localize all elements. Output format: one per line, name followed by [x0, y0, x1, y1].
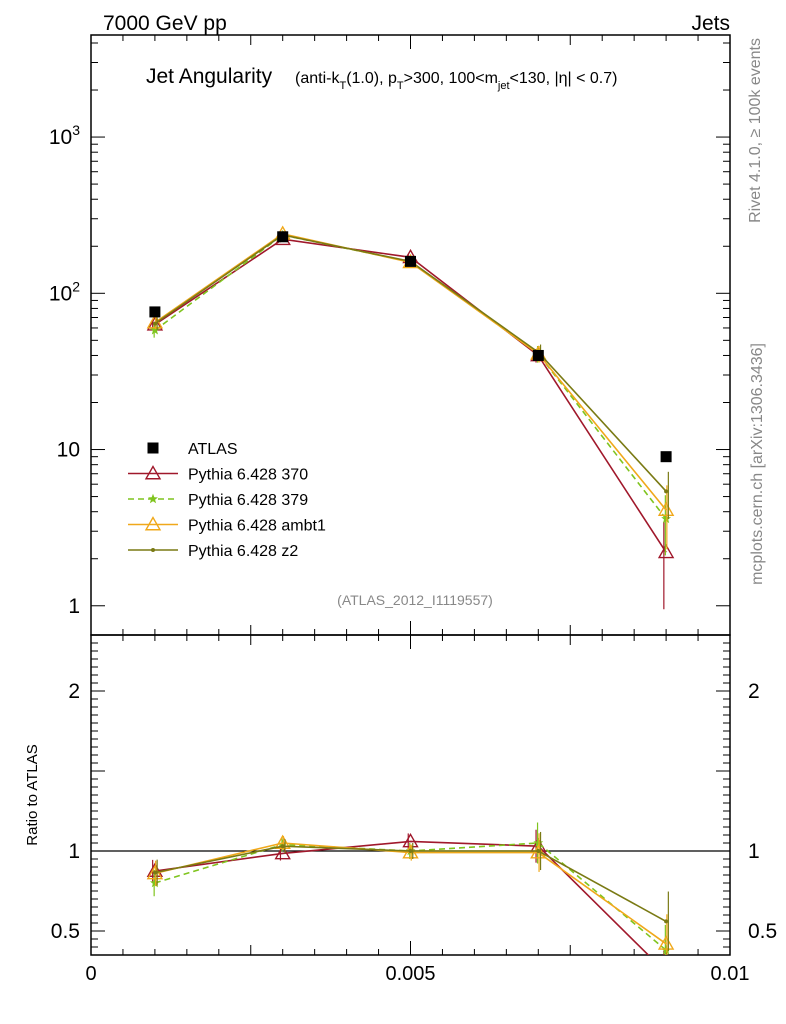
legend-label: Pythia 6.428 z2: [188, 543, 298, 560]
legend-label-data: ATLAS: [188, 441, 238, 458]
ratio-y-tick-label-left: 1: [68, 840, 80, 863]
series-marker-dot: [536, 849, 541, 853]
series-marker-dot: [152, 321, 157, 326]
ratio-series-group: [146, 822, 675, 978]
data-points: [149, 231, 672, 463]
data-marker-square: [405, 255, 416, 267]
main-plot-frame: [90, 34, 731, 636]
analysis-watermark: (ATLAS_2012_I1119557): [337, 592, 493, 608]
series-marker-star: [277, 839, 288, 849]
ratio-y-tick-label-left: 2: [68, 680, 80, 703]
legend-label: Pythia 6.428 ambt1: [188, 518, 326, 535]
series-marker-dot: [152, 870, 157, 875]
data-marker-square: [149, 306, 161, 318]
data-marker-square: [660, 451, 672, 463]
legend-label: Pythia 6.428 379: [188, 492, 308, 509]
series-marker-dot: [664, 489, 669, 494]
series-marker-triangle: [274, 844, 291, 860]
main-y-tick-label: 102: [49, 278, 80, 305]
x-tick-label: 0: [85, 963, 96, 985]
series-marker-star: [150, 877, 160, 888]
ratio-y-tick-label-right: 2: [748, 680, 760, 703]
series-marker-triangle: [659, 966, 673, 978]
header-left-title: 7000 GeV pp: [103, 12, 227, 35]
rivet-version-label: Rivet 4.1.0, ≥ 100k events: [747, 38, 764, 223]
series-marker-triangle: [146, 862, 164, 877]
plot-title-main: Jet Angularity: [146, 65, 273, 88]
ratio-y-tick-label-right: 1: [748, 840, 760, 863]
series-marker-dot: [280, 844, 285, 849]
legend-label: Pythia 6.428 370: [188, 467, 308, 484]
data-marker-square: [532, 349, 544, 361]
main-y-tick-label: 1: [68, 595, 80, 618]
ratio-series-3: [152, 831, 669, 952]
series-marker-triangle: [657, 935, 675, 950]
ratio-plot-frame: [90, 634, 731, 956]
series-marker-star: [150, 325, 160, 335]
header-right-title: Jets: [691, 12, 730, 35]
series-marker-dot: [151, 548, 155, 552]
data-marker-square: [277, 231, 289, 243]
legend: ATLAS Pythia 6.428 370 Pythia 6.428 379 Pyt…: [128, 441, 326, 560]
series-marker-dot: [664, 919, 669, 924]
legend-data-marker: [147, 442, 159, 454]
series-marker-triangle: [144, 516, 162, 531]
series-layer: [146, 225, 675, 978]
main-y-tick-label: 103: [49, 122, 80, 149]
ratio-y-tick-label-right: 0.5: [748, 920, 777, 943]
mcplots-label: mcplots.cern.ch [arXiv:1306.3436]: [749, 343, 766, 585]
x-tick-label: 0.01: [711, 963, 750, 985]
series-marker-dot: [408, 849, 413, 853]
main-y-tick-label: 10: [57, 439, 80, 462]
ratio-y-axis-label: Ratio to ATLAS: [24, 744, 41, 845]
series-line-ratio: [154, 840, 650, 955]
x-tick-label: 0.005: [385, 963, 435, 985]
series-marker-star: [148, 493, 158, 504]
series-marker-triangle: [657, 501, 675, 516]
ratio-y-tick-label-left: 0.5: [51, 920, 80, 943]
series-marker-triangle: [144, 465, 162, 480]
series-marker-star: [533, 837, 544, 848]
series-marker-triangle: [274, 834, 291, 849]
plot-title-cuts: (anti-kT(1.0), pT>300, 100<mjet<130, |η|…: [295, 70, 617, 92]
plot-title: Jet Angularity (anti-kT(1.0), pT>300, 10…: [146, 65, 617, 92]
series-marker-triangle: [657, 543, 675, 559]
series-marker-star: [661, 513, 671, 524]
